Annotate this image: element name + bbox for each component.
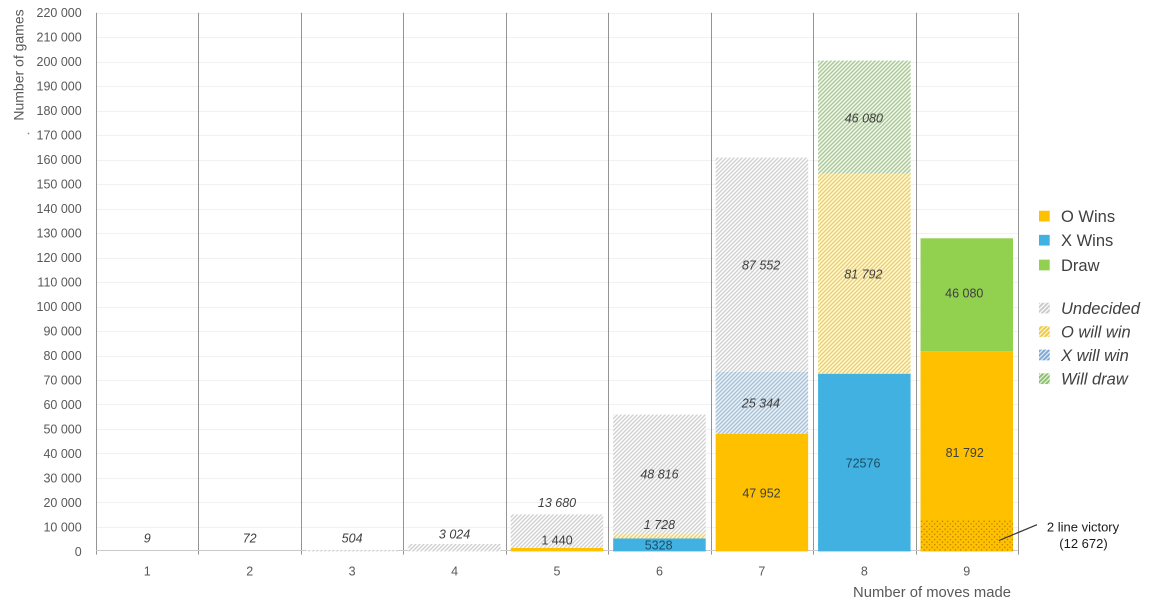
svg-text:210 000: 210 000: [37, 31, 82, 45]
svg-text:20 000: 20 000: [43, 496, 81, 510]
svg-text:5: 5: [554, 564, 561, 578]
svg-text:504: 504: [342, 531, 363, 545]
svg-text:Number of games: Number of games: [11, 9, 27, 120]
svg-text:60 000: 60 000: [43, 398, 81, 412]
svg-text:48 816: 48 816: [640, 468, 678, 482]
svg-text:4: 4: [451, 564, 458, 578]
svg-text:X will win: X will win: [1060, 347, 1129, 365]
svg-text:3: 3: [349, 564, 356, 578]
svg-text:110 000: 110 000: [37, 275, 81, 289]
svg-text:72576: 72576: [846, 457, 881, 471]
svg-text:120 000: 120 000: [37, 251, 82, 265]
svg-text:80 000: 80 000: [43, 349, 81, 363]
svg-text:13 680: 13 680: [538, 496, 576, 510]
svg-text:Draw: Draw: [1061, 257, 1100, 275]
svg-text:46 080: 46 080: [845, 111, 883, 125]
svg-text:50 000: 50 000: [43, 422, 81, 436]
svg-text:1 440: 1 440: [541, 534, 572, 548]
svg-text:5328: 5328: [645, 538, 673, 552]
svg-text:70 000: 70 000: [43, 373, 81, 387]
svg-text:3 024: 3 024: [439, 528, 470, 542]
svg-text:220 000: 220 000: [37, 6, 82, 20]
svg-text:30 000: 30 000: [43, 471, 81, 485]
svg-text:81 792: 81 792: [844, 268, 882, 282]
svg-text:8: 8: [861, 564, 868, 578]
svg-text:150 000: 150 000: [37, 178, 82, 192]
svg-text:25 344: 25 344: [741, 396, 780, 410]
svg-text:170 000: 170 000: [37, 129, 82, 143]
svg-text:0: 0: [75, 545, 82, 559]
svg-text:(12 672): (12 672): [1059, 536, 1107, 551]
svg-text:87 552: 87 552: [742, 259, 780, 273]
svg-text:47 952: 47 952: [742, 487, 780, 501]
svg-text:90 000: 90 000: [43, 324, 81, 338]
svg-text:Number of moves made: Number of moves made: [853, 585, 1011, 601]
svg-text:Undecided: Undecided: [1061, 300, 1141, 318]
svg-text:40 000: 40 000: [43, 447, 81, 461]
svg-text:200 000: 200 000: [37, 55, 82, 69]
svg-text:46 080: 46 080: [945, 287, 983, 301]
svg-text:O will win: O will win: [1061, 323, 1131, 341]
svg-text:72: 72: [243, 531, 257, 545]
svg-text:180 000: 180 000: [37, 104, 82, 118]
svg-text:7: 7: [758, 564, 765, 578]
svg-text:6: 6: [656, 564, 663, 578]
svg-text:81 792: 81 792: [946, 446, 984, 460]
svg-text:9: 9: [144, 531, 151, 545]
svg-text:2 line victory: 2 line victory: [1047, 519, 1120, 534]
svg-text:1 728: 1 728: [644, 518, 675, 532]
svg-text:190 000: 190 000: [37, 80, 82, 94]
svg-text:1: 1: [144, 564, 151, 578]
svg-text:130 000: 130 000: [37, 226, 82, 240]
svg-text:160 000: 160 000: [37, 153, 82, 167]
svg-text:X Wins: X Wins: [1061, 232, 1113, 250]
svg-text:9: 9: [963, 564, 970, 578]
svg-text:2: 2: [246, 564, 253, 578]
svg-text:O Wins: O Wins: [1061, 208, 1115, 226]
svg-text:140 000: 140 000: [37, 202, 82, 216]
svg-text:10 000: 10 000: [43, 520, 81, 534]
svg-text:Will draw: Will draw: [1061, 371, 1129, 389]
svg-text:100 000: 100 000: [37, 300, 82, 314]
